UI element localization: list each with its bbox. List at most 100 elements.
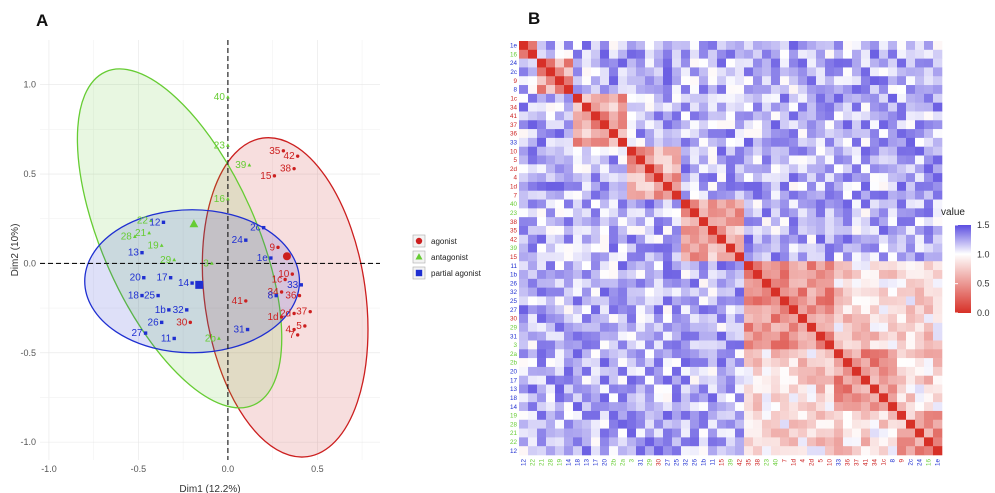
heatmap-cell [735,278,745,288]
heatmap-row-label: 41 [510,113,518,120]
heatmap-cell [825,102,835,112]
colorbar-title: value [941,207,965,218]
heatmap-cell [672,437,682,447]
heatmap-cell [528,340,538,350]
heatmap-cell [600,234,610,244]
heatmap-cell [897,181,907,192]
heatmap-cell [780,164,790,174]
heatmap-cell [618,41,628,51]
heatmap-cell [852,85,862,95]
heatmap-cell [573,190,583,200]
heatmap-cell [690,410,700,421]
heatmap-cell [654,419,664,429]
heatmap-cell [699,331,709,341]
heatmap-cell [708,199,718,209]
heatmap-row-label: 18 [510,395,518,402]
point-label: 13 [128,248,140,259]
heatmap-cell [708,402,718,412]
heatmap-cell [699,349,709,359]
heatmap-cell [807,199,817,209]
heatmap-cell [897,305,907,315]
heatmap-cell [798,296,808,306]
point-label: 7 [289,330,295,341]
heatmap-cell [519,349,529,359]
heatmap-cell [789,331,799,341]
heatmap-cell [564,155,574,165]
heatmap-cell [672,67,682,77]
heatmap-cell [636,278,646,288]
heatmap-cell [546,252,556,262]
heatmap-cell [528,287,538,297]
heatmap-cell [762,393,772,403]
heatmap-cell [546,85,556,95]
heatmap-cell [537,340,547,350]
heatmap-cell [726,287,736,297]
heatmap-cell [618,446,628,456]
heatmap-cell [807,340,817,350]
heatmap-cell [645,93,655,103]
heatmap-cell [645,349,655,359]
point-marker [147,230,152,235]
heatmap-cell [708,252,718,262]
heatmap-cell [879,446,889,456]
heatmap-cell [672,287,682,297]
heatmap-cell [834,278,844,288]
heatmap-cell [789,243,799,253]
heatmap-cell [807,41,817,51]
heatmap-cell [609,340,619,350]
heatmap-cell [699,437,709,447]
heatmap-cell [933,76,943,86]
heatmap-cell [573,129,583,139]
heatmap-cell [564,85,574,95]
heatmap-cell [933,437,943,447]
heatmap-cell [735,331,745,341]
heatmap-cell [915,437,925,447]
heatmap-cell [645,155,655,165]
heatmap-cell [870,217,880,227]
heatmap-cell [879,234,889,244]
heatmap-cell [591,190,601,200]
heatmap-cell [519,278,529,288]
heatmap-cell [654,287,664,297]
heatmap-cell [519,393,529,403]
heatmap-cell [618,322,628,332]
heatmap-cell [636,67,646,77]
heatmap-cell [663,190,673,200]
point-marker [279,290,284,294]
point-label: 39 [235,160,247,171]
heatmap-cell [618,49,628,59]
heatmap-cell [915,155,925,165]
heatmap-colorbar: value 1.51.00.50.0 [941,207,989,318]
heatmap-cell [744,120,754,130]
heatmap-cell [771,296,781,306]
heatmap-cell [627,129,637,139]
heatmap-row-label: 17 [510,377,518,384]
heatmap-cell [861,261,871,271]
heatmap-cell [870,129,880,139]
heatmap-cell [519,146,529,156]
heatmap-cell [609,164,619,174]
heatmap-cell [654,234,664,244]
heatmap-cell [717,278,727,288]
heatmap-cell [573,384,583,394]
heatmap-cell [699,384,709,394]
heatmap-cell [690,102,700,112]
heatmap-cell [546,349,556,359]
heatmap-cell [816,358,826,368]
heatmap-cell [573,93,583,103]
heatmap-cell [879,243,889,253]
heatmap-cell [762,296,772,306]
heatmap-cell [717,243,727,253]
heatmap-cell [843,173,853,183]
heatmap-cell [663,437,673,447]
heatmap-cell [645,261,655,271]
heatmap-cell [915,305,925,315]
heatmap-cell [879,428,889,438]
heatmap-cell [555,120,565,130]
heatmap-cell [870,314,880,324]
heatmap-cell [681,120,691,130]
heatmap-cell [681,270,691,280]
heatmap-cell [771,49,781,59]
heatmap-cell [888,349,898,359]
heatmap-cell [546,366,556,377]
